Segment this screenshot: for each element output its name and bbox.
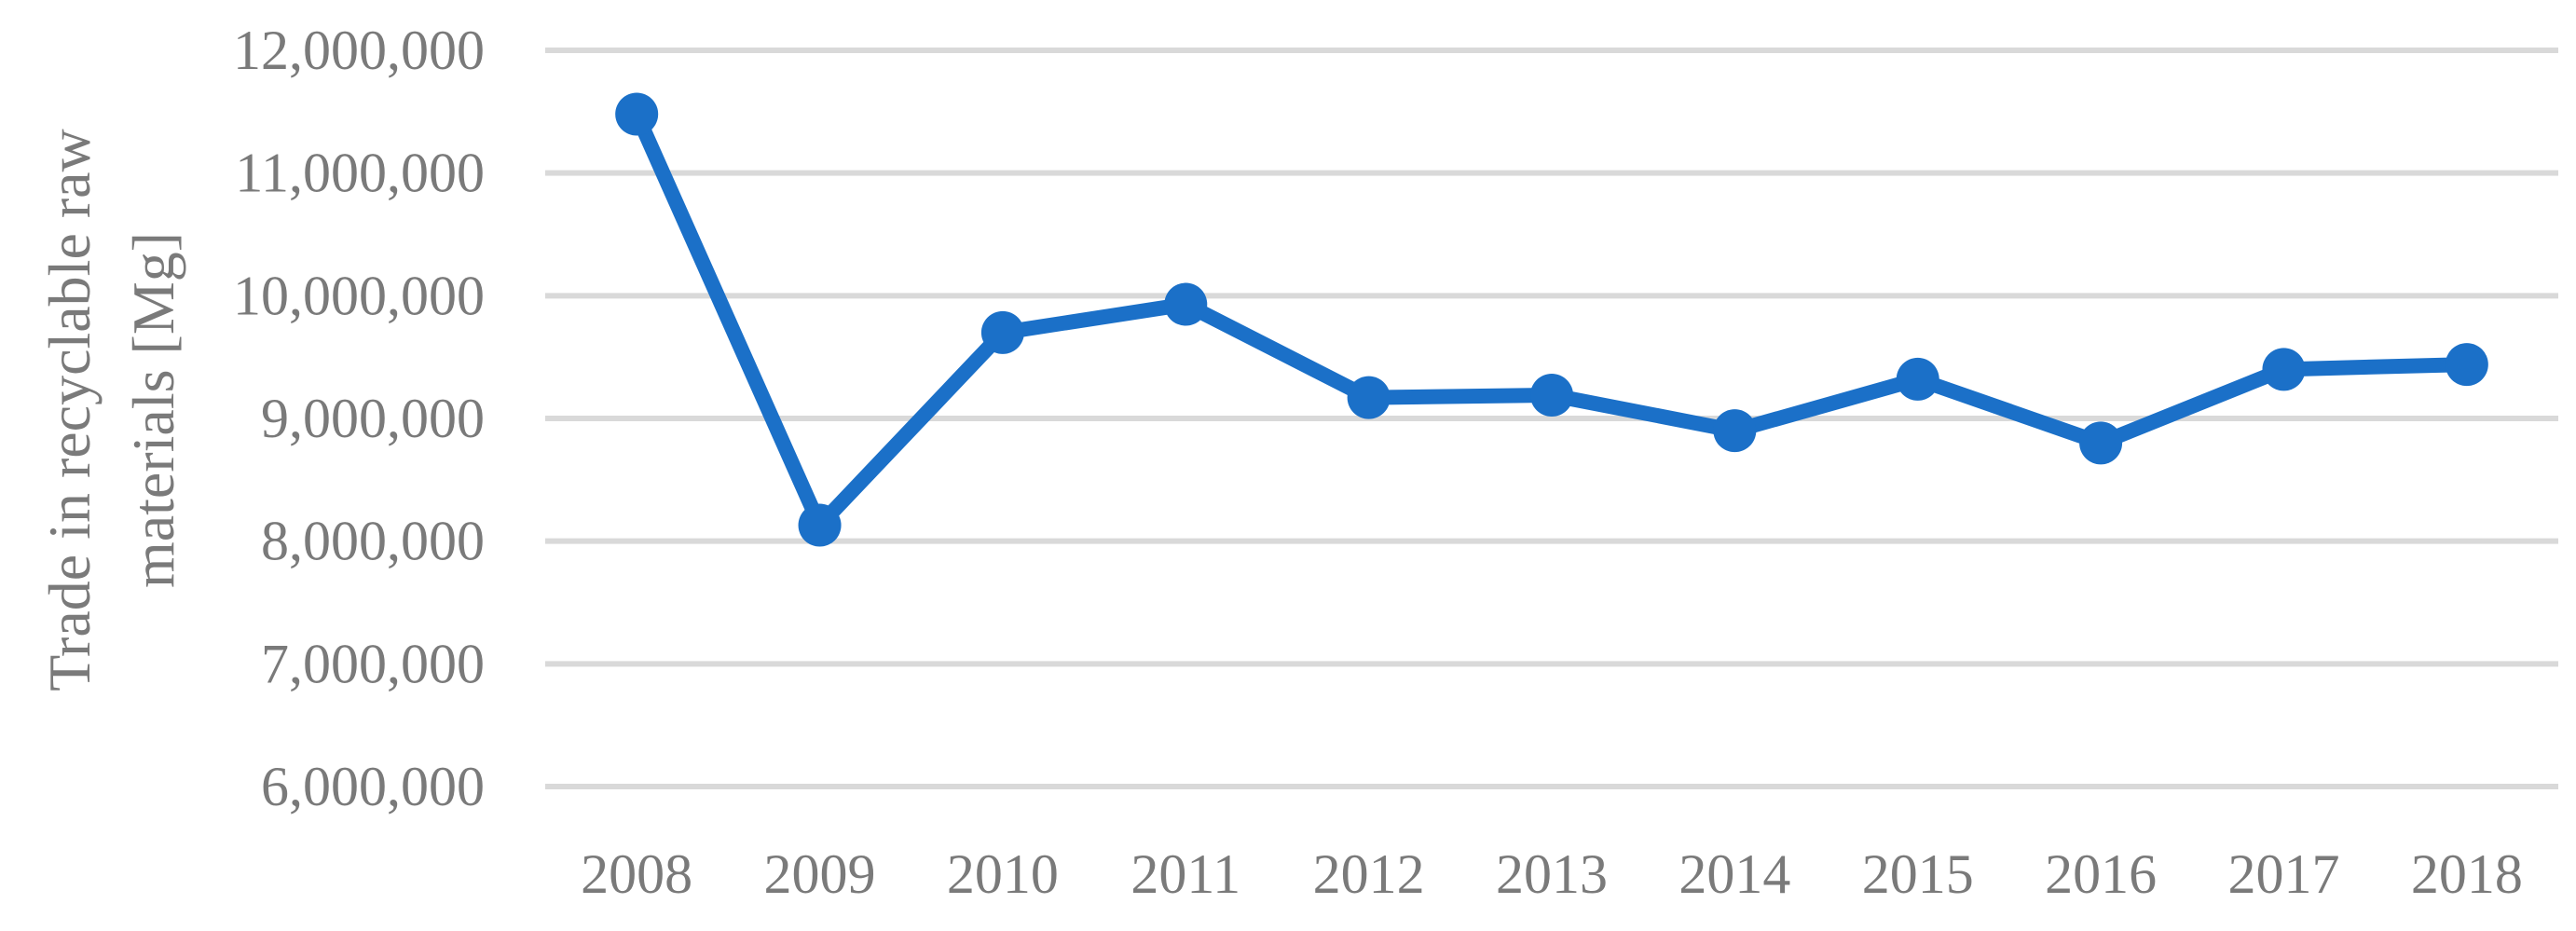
data-point — [1530, 373, 1573, 417]
data-point — [2079, 421, 2123, 465]
y-tick-label: 10,000,000 — [233, 265, 485, 326]
y-tick-label: 6,000,000 — [261, 756, 485, 817]
data-point — [2445, 343, 2488, 387]
data-point — [1713, 409, 1757, 453]
data-point — [1347, 376, 1391, 419]
data-point — [798, 503, 842, 547]
x-tick-label: 2009 — [764, 843, 876, 905]
y-tick-label: 9,000,000 — [261, 388, 485, 449]
y-tick-label: 12,000,000 — [233, 20, 485, 81]
y-axis-tick-labels: 6,000,000 7,000,000 8,000,000 9,000,000 10,0… — [233, 20, 485, 817]
y-axis-title-line-1: Trade in recyclable raw — [36, 129, 103, 691]
x-tick-label: 2018 — [2411, 843, 2523, 905]
y-axis-title-line-2: materials [Mg] — [120, 232, 186, 588]
x-tick-label: 2012 — [1313, 843, 1425, 905]
data-point — [980, 310, 1024, 354]
x-tick-label: 2016 — [2045, 843, 2157, 905]
y-tick-label: 8,000,000 — [261, 511, 485, 572]
x-tick-label: 2013 — [1496, 843, 1608, 905]
x-tick-label: 2017 — [2227, 843, 2339, 905]
data-point — [1896, 357, 1939, 401]
data-point — [1164, 282, 1208, 326]
x-tick-label: 2008 — [581, 843, 692, 905]
y-tick-label: 11,000,000 — [235, 143, 485, 204]
x-tick-label: 2014 — [1679, 843, 1790, 905]
x-tick-label: 2011 — [1130, 843, 1240, 905]
x-tick-label: 2015 — [1862, 843, 1974, 905]
series-group — [615, 92, 2488, 547]
data-point — [2262, 348, 2306, 391]
y-axis-title: Trade in recyclable raw materials [Mg] — [36, 129, 186, 691]
x-tick-label: 2010 — [947, 843, 1059, 905]
gridlines — [545, 48, 2558, 789]
data-point — [615, 92, 659, 136]
x-axis-tick-labels: 2008 2009 2010 2011 2012 2013 2014 2015 2016 2017… — [581, 843, 2523, 905]
y-tick-label: 7,000,000 — [261, 633, 485, 694]
